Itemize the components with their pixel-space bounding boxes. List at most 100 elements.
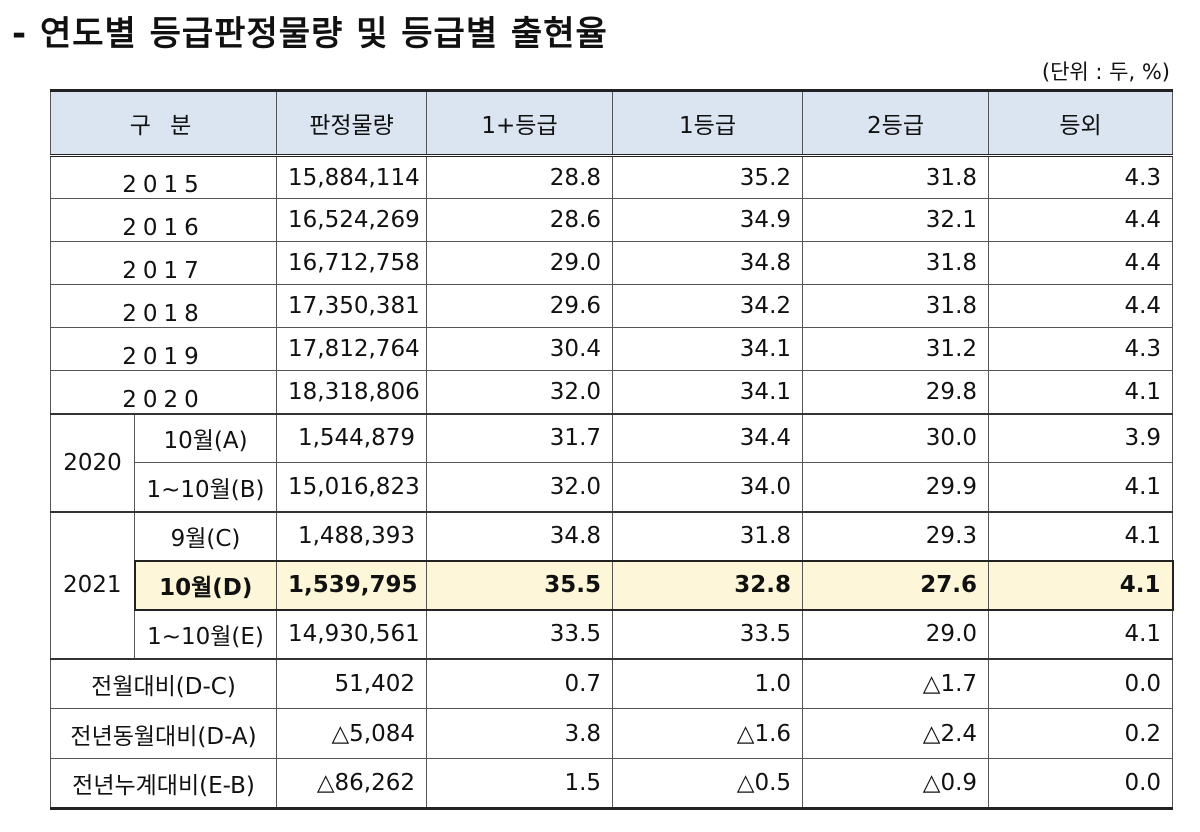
amount-cell: 17,350,381 <box>276 284 428 328</box>
table-row: 1~10월(E) 14,930,561 33.5 33.5 29.0 4.1 <box>51 609 1174 659</box>
table-row: 2017 16,712,758 29.0 34.8 31.8 4.4 <box>49 241 1174 285</box>
table-row: 1~10월(B) 15,016,823 32.0 34.0 29.9 4.1 <box>51 462 1174 512</box>
grade-2-cell: 30.0 <box>802 412 990 463</box>
out-of-grade-cell: 4.4 <box>988 198 1174 242</box>
grade-1plus-cell: 31.7 <box>426 412 614 463</box>
out-of-grade-cell: 4.3 <box>988 155 1174 199</box>
grade-2-cell: 31.8 <box>802 241 990 285</box>
header-out-of-grade: 등외 <box>988 89 1174 157</box>
period-cell: 9월(C) <box>133 510 278 561</box>
amount-cell: 51,402 <box>276 657 428 709</box>
grade-2-cell: 31.2 <box>802 327 990 371</box>
grade-1plus-cell: 34.8 <box>426 510 614 561</box>
header-row: 구 분 판정물량 1+등급 1등급 2등급 등외 <box>49 89 1174 157</box>
year-cell: 2018 <box>49 284 278 328</box>
table-row: 2021 9월(C) 1,488,393 34.8 31.8 29.3 4.1 <box>50 510 1174 659</box>
grade-2-cell: 29.0 <box>802 609 990 659</box>
header-grade-2: 2등급 <box>802 89 990 157</box>
grade-1-cell: 34.0 <box>612 462 804 512</box>
amount-cell: 1,539,795 <box>276 559 428 611</box>
out-of-grade-cell: 0.0 <box>988 758 1174 810</box>
out-of-grade-cell: 0.0 <box>988 657 1174 709</box>
comparison-label: 전월대비(D-C) <box>49 657 278 709</box>
out-of-grade-cell: 4.1 <box>988 559 1174 611</box>
grade-1plus-cell: 1.5 <box>426 758 614 810</box>
grade-1plus-cell: 30.4 <box>426 327 614 371</box>
header-grade-1plus: 1+등급 <box>426 89 614 157</box>
amount-cell: 15,016,823 <box>276 462 428 512</box>
grade-1plus-cell: 28.6 <box>426 198 614 242</box>
header-grade-1: 1등급 <box>612 89 804 157</box>
grade-1-cell: 31.8 <box>612 510 804 561</box>
grade-2-cell: 29.9 <box>802 462 990 512</box>
grade-2-cell: 31.8 <box>802 155 990 199</box>
grade-1-cell: 34.4 <box>612 412 804 463</box>
comparison-label: 전년누계대비(E-B) <box>49 758 278 810</box>
year-cell: 2020 <box>49 370 278 414</box>
year-cell: 2016 <box>49 198 278 242</box>
out-of-grade-cell: 3.9 <box>988 412 1174 463</box>
grade-1-cell: 33.5 <box>612 609 804 659</box>
grade-1-cell: △1.6 <box>612 708 804 759</box>
grade-1plus-cell: 32.0 <box>426 462 614 512</box>
grade-2-cell: △0.9 <box>802 758 990 810</box>
amount-cell: 15,884,114 <box>276 155 428 199</box>
grade-1-cell: 34.1 <box>612 370 804 414</box>
amount-cell: 14,930,561 <box>276 609 428 659</box>
grade-1-cell: 1.0 <box>612 657 804 709</box>
amount-cell: △5,084 <box>276 708 428 759</box>
grade-1-cell: 32.8 <box>612 559 804 611</box>
grade-1plus-cell: 29.6 <box>426 284 614 328</box>
grade-1plus-cell: 3.8 <box>426 708 614 759</box>
grade-2-cell: 32.1 <box>802 198 990 242</box>
year-cell: 2015 <box>49 155 278 199</box>
unit-note: (단위 : 두, %) <box>1041 60 1170 84</box>
grade-1-cell: 34.1 <box>612 327 804 371</box>
grade-1-cell: 34.2 <box>612 284 804 328</box>
table-row: 2020 18,318,806 32.0 34.1 29.8 4.1 <box>49 370 1174 414</box>
grade-table: 구 분 판정물량 1+등급 1등급 2등급 등외 2015 15,884,114… <box>49 89 1174 810</box>
amount-cell: 16,524,269 <box>276 198 428 242</box>
header-category: 구 분 <box>49 89 278 157</box>
year-cell: 2017 <box>49 241 278 285</box>
out-of-grade-cell: 4.4 <box>988 284 1174 328</box>
document-title: - 연도별 등급판정물량 및 등급별 출현율 <box>12 14 608 54</box>
grade-2-cell: 29.3 <box>802 510 990 561</box>
table-row: 전월대비(D-C) 51,402 0.7 1.0 △1.7 0.0 <box>49 657 1174 709</box>
comparison-label: 전년동월대비(D-A) <box>49 708 278 759</box>
grade-1plus-cell: 28.8 <box>426 155 614 199</box>
grade-1-cell: △0.5 <box>612 758 804 810</box>
grade-2-cell: 29.8 <box>802 370 990 414</box>
table-row: 2015 15,884,114 28.8 35.2 31.8 4.3 <box>49 155 1174 199</box>
amount-cell: 1,488,393 <box>276 510 428 561</box>
amount-cell: 18,318,806 <box>276 370 428 414</box>
group-year-2020: 2020 <box>50 412 135 512</box>
grade-1plus-cell: 35.5 <box>426 559 614 611</box>
grade-1-cell: 34.9 <box>612 198 804 242</box>
grade-2-cell: 31.8 <box>802 284 990 328</box>
out-of-grade-cell: 4.3 <box>988 327 1174 371</box>
period-cell: 1~10월(E) <box>133 609 278 659</box>
amount-cell: 16,712,758 <box>276 241 428 285</box>
grade-2-cell: △1.7 <box>802 657 990 709</box>
grade-1plus-cell: 29.0 <box>426 241 614 285</box>
table-row: 전년누계대비(E-B) △86,262 1.5 △0.5 △0.9 0.0 <box>49 758 1174 810</box>
grade-1-cell: 34.8 <box>612 241 804 285</box>
grade-2-cell: 27.6 <box>802 559 990 611</box>
grade-1plus-cell: 32.0 <box>426 370 614 414</box>
table-row: 2016 16,524,269 28.6 34.9 32.1 4.4 <box>49 198 1174 242</box>
amount-cell: △86,262 <box>276 758 428 810</box>
grade-1-cell: 35.2 <box>612 155 804 199</box>
amount-cell: 1,544,879 <box>276 412 428 463</box>
amount-cell: 17,812,764 <box>276 327 428 371</box>
grade-1plus-cell: 0.7 <box>426 657 614 709</box>
group-year-2021: 2021 <box>50 510 135 659</box>
grade-2-cell: △2.4 <box>802 708 990 759</box>
table-row: 2019 17,812,764 30.4 34.1 31.2 4.3 <box>49 327 1174 371</box>
out-of-grade-cell: 0.2 <box>988 708 1174 759</box>
table-row: 2018 17,350,381 29.6 34.2 31.8 4.4 <box>49 284 1174 328</box>
year-cell: 2019 <box>49 327 278 371</box>
out-of-grade-cell: 4.1 <box>988 609 1174 659</box>
header-amount: 판정물량 <box>276 89 428 157</box>
period-cell: 10월(D) <box>133 559 278 611</box>
